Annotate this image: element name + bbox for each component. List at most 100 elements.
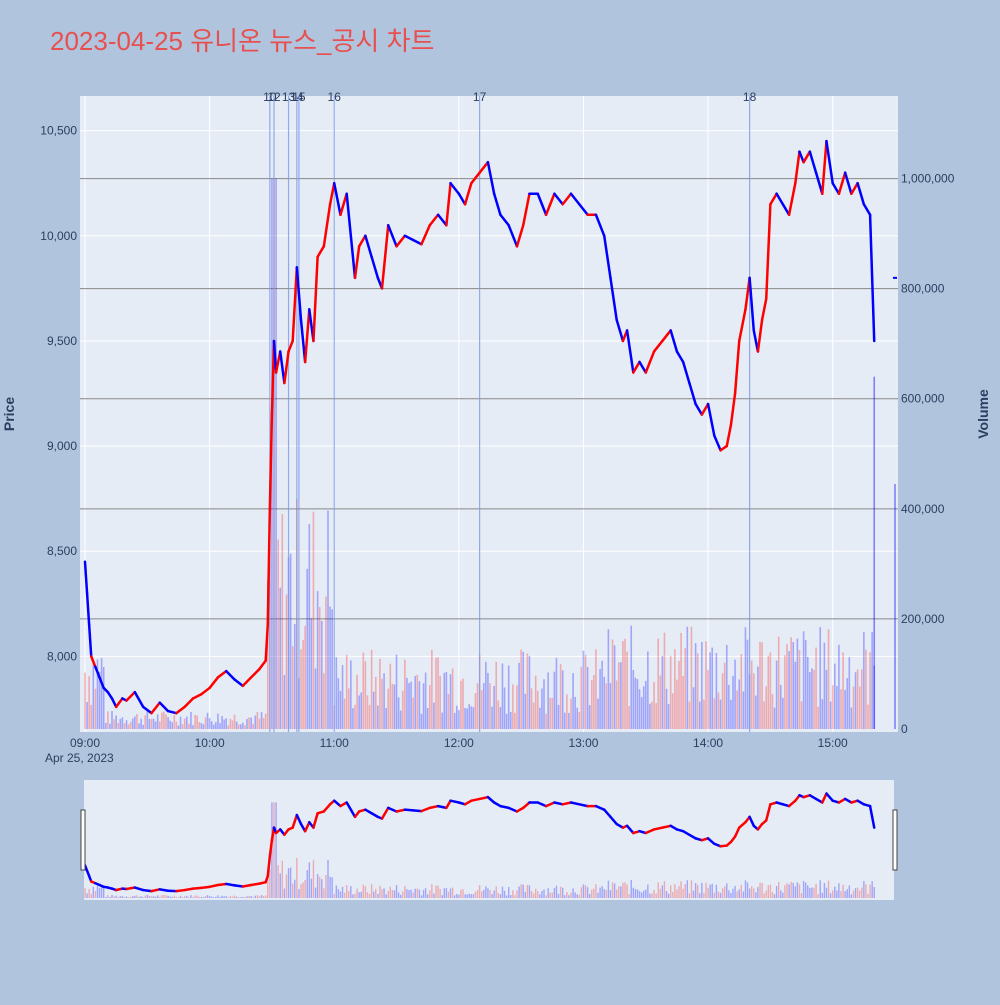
volume-bar bbox=[828, 629, 830, 729]
range-slider-volume-bar bbox=[246, 896, 247, 898]
range-slider-volume-bar bbox=[739, 889, 740, 898]
main-plot-area[interactable] bbox=[80, 96, 898, 732]
range-slider-price-segment bbox=[430, 806, 438, 808]
volume-bar bbox=[144, 715, 146, 729]
range-slider-price-segment bbox=[143, 890, 151, 891]
volume-bar bbox=[790, 637, 792, 729]
volume-axis-title: Volume bbox=[975, 389, 991, 439]
time-tick-label: 11:00 bbox=[320, 736, 349, 750]
range-slider-volume-bar bbox=[471, 894, 472, 898]
news-marker-label: 15 bbox=[292, 90, 306, 104]
range-slider-volume-bar bbox=[628, 894, 629, 898]
range-slider-volume-bar bbox=[618, 886, 619, 898]
range-slider-volume-bar bbox=[759, 883, 760, 898]
range-slider-left-handle[interactable] bbox=[81, 810, 85, 870]
range-slider-price-segment bbox=[405, 810, 413, 811]
volume-bar bbox=[213, 725, 215, 729]
range-slider-volume-bar bbox=[352, 894, 353, 898]
range-slider-volume-bar bbox=[253, 897, 254, 898]
volume-bar bbox=[365, 661, 367, 729]
range-slider-right-handle[interactable] bbox=[893, 810, 897, 870]
volume-bar bbox=[352, 708, 354, 729]
range-slider-volume-bar bbox=[334, 894, 335, 898]
range-slider-volume-bar bbox=[743, 891, 744, 898]
range-slider-volume-bar bbox=[805, 883, 806, 898]
range-slider-volume-bar bbox=[545, 895, 546, 898]
volume-bar bbox=[543, 679, 545, 729]
volume-bar bbox=[664, 633, 666, 729]
volume-bar bbox=[778, 637, 780, 729]
range-slider-volume-bar bbox=[552, 893, 553, 898]
range-slider-volume-bar bbox=[670, 885, 671, 898]
range-slider-volume-bar bbox=[182, 897, 183, 898]
range-slider-volume-bar bbox=[450, 888, 451, 898]
volume-bar bbox=[844, 690, 846, 729]
volume-bar bbox=[651, 702, 653, 729]
range-slider-volume-bar bbox=[388, 891, 389, 898]
range-slider-volume-bar bbox=[645, 890, 646, 898]
volume-bar bbox=[381, 679, 383, 729]
range-slider-volume-bar bbox=[313, 860, 314, 898]
range-slider-volume-bar bbox=[95, 891, 96, 898]
price-tick-label: 10,500 bbox=[40, 124, 77, 138]
volume-bar bbox=[354, 705, 356, 729]
volume-bar bbox=[859, 687, 861, 729]
volume-bar bbox=[454, 713, 456, 729]
volume-bar bbox=[329, 607, 331, 729]
range-slider-volume-bar bbox=[149, 896, 150, 898]
volume-bar bbox=[747, 640, 749, 729]
range-slider-volume-bar bbox=[547, 888, 548, 898]
volume-bar bbox=[211, 721, 213, 729]
range-slider-volume-bar bbox=[280, 873, 281, 898]
range-slider-volume-bar bbox=[213, 897, 214, 898]
range-slider-volume-bar bbox=[261, 895, 262, 898]
volume-bar bbox=[186, 717, 188, 729]
volume-bar bbox=[624, 639, 626, 729]
volume-bar bbox=[684, 648, 686, 729]
range-slider-volume-bar bbox=[433, 893, 434, 898]
range-slider-volume-bar bbox=[624, 882, 625, 898]
volume-bar bbox=[448, 694, 450, 729]
volume-bar bbox=[842, 652, 844, 729]
volume-bar bbox=[545, 714, 547, 729]
volume-bar bbox=[822, 699, 824, 729]
range-slider-price-segment bbox=[438, 806, 446, 808]
range-slider-volume-bar bbox=[452, 887, 453, 898]
volume-bar bbox=[215, 722, 217, 729]
range-slider-volume-bar bbox=[699, 893, 700, 898]
volume-bar bbox=[755, 696, 757, 729]
volume-bar bbox=[792, 642, 794, 729]
range-slider-volume-bar bbox=[572, 888, 573, 898]
volume-bar bbox=[510, 712, 512, 729]
range-slider-volume-bar bbox=[668, 894, 669, 898]
volume-bar bbox=[811, 668, 813, 729]
volume-bar bbox=[846, 678, 848, 729]
range-slider-price-segment bbox=[471, 799, 479, 801]
range-slider-volume-bar bbox=[105, 897, 106, 898]
volume-bar bbox=[217, 714, 219, 729]
range-slider-volume-bar bbox=[487, 888, 488, 898]
volume-bar bbox=[608, 629, 610, 729]
range-slider[interactable] bbox=[81, 780, 897, 900]
range-slider-volume-bar bbox=[570, 893, 571, 898]
range-slider-volume-bar bbox=[631, 880, 632, 898]
volume-bar bbox=[745, 627, 747, 729]
volume-bar bbox=[583, 651, 585, 729]
range-slider-volume-bar bbox=[379, 886, 380, 898]
range-slider-volume-bar bbox=[444, 888, 445, 898]
volume-bar bbox=[757, 667, 759, 729]
range-slider-volume-bar bbox=[730, 893, 731, 898]
volume-bar bbox=[84, 673, 86, 729]
range-slider-volume-bar bbox=[201, 897, 202, 898]
range-slider-volume-bar bbox=[666, 891, 667, 898]
range-slider-volume-bar bbox=[373, 892, 374, 898]
range-slider-volume-bar bbox=[734, 886, 735, 898]
volume-bar bbox=[489, 683, 491, 729]
volume-bar bbox=[313, 512, 315, 729]
range-slider-volume-bar bbox=[863, 881, 864, 898]
volume-bar bbox=[113, 719, 115, 729]
range-slider-volume-bar bbox=[772, 892, 773, 898]
range-slider-volume-bar bbox=[155, 897, 156, 898]
volume-bar bbox=[153, 719, 155, 729]
volume-bar bbox=[853, 687, 855, 729]
